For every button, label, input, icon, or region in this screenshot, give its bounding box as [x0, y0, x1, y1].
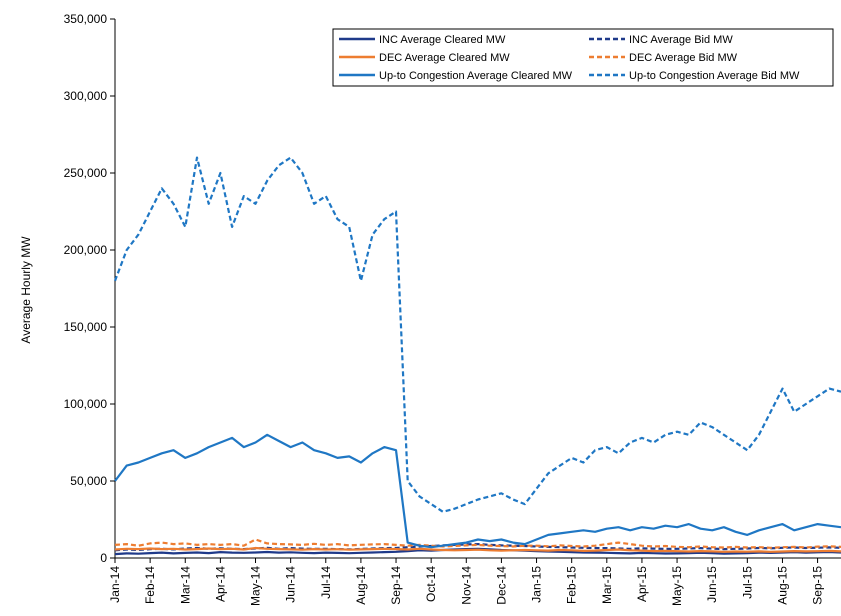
x-tick-label: Nov-14: [459, 566, 473, 605]
y-axis-label: Average Hourly MW: [19, 236, 33, 344]
x-tick-label: Jul-14: [319, 566, 333, 599]
x-tick-label: Aug-14: [354, 566, 368, 605]
series-line: [114, 546, 841, 553]
x-tick-label: Jul-15: [740, 566, 754, 599]
x-tick-label: Feb-15: [565, 566, 579, 604]
series-line: [114, 538, 841, 549]
y-tick-label: 100,000: [64, 397, 108, 411]
x-tick-label: May-14: [249, 566, 263, 606]
y-tick-label: 150,000: [64, 320, 108, 334]
x-tick-label: Sep-14: [389, 566, 403, 605]
x-tick-label: Oct-14: [424, 566, 438, 602]
legend-label: Up-to Congestion Average Cleared MW: [379, 70, 573, 82]
y-tick-label: 350,000: [64, 12, 108, 26]
y-tick-label: 300,000: [64, 89, 108, 103]
x-tick-label: Jan-15: [530, 566, 544, 603]
x-tick-label: Feb-14: [143, 566, 157, 604]
x-tick-label: May-15: [670, 566, 684, 606]
legend-label: INC Average Cleared MW: [379, 34, 506, 46]
x-tick-label: Mar-15: [600, 566, 614, 604]
series-line: [114, 433, 841, 549]
x-tick-label: Jun-15: [705, 566, 719, 603]
y-tick-label: 200,000: [64, 243, 108, 257]
legend-label: INC Average Bid MW: [629, 34, 733, 46]
x-tick-label: Sep-15: [811, 566, 825, 605]
legend-label: DEC Average Cleared MW: [379, 52, 510, 64]
x-tick-label: Dec-14: [494, 566, 508, 605]
series-line: [113, 156, 841, 513]
y-tick-label: 0: [100, 551, 107, 565]
x-tick-label: Jan-14: [108, 566, 122, 603]
x-tick-label: Apr-14: [213, 566, 227, 602]
x-tick-label: Mar-14: [178, 566, 192, 604]
legend-label: DEC Average Bid MW: [629, 52, 738, 64]
x-tick-label: Aug-15: [775, 566, 789, 605]
y-tick-label: 250,000: [64, 166, 108, 180]
x-tick-label: Jun-14: [284, 566, 298, 603]
legend-box: [332, 28, 834, 87]
y-tick-label: 50,000: [70, 474, 107, 488]
x-tick-label: Apr-15: [635, 566, 649, 602]
legend-label: Up-to Congestion Average Bid MW: [629, 70, 800, 82]
